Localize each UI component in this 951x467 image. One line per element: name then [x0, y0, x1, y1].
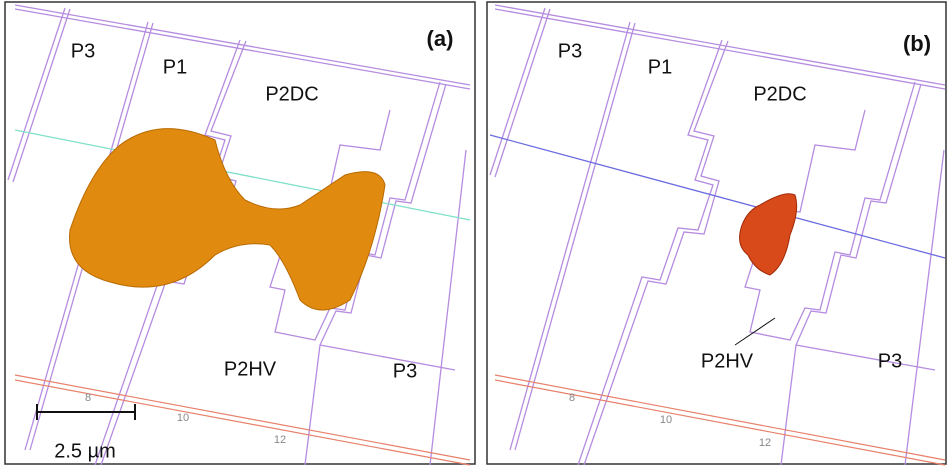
- region-label: P2HV: [701, 350, 754, 372]
- region-label: P3: [558, 40, 582, 62]
- region-label: P3: [393, 360, 417, 382]
- panel-b: (b) P3 P1 P2DC P2HV P3 8 10 12: [487, 2, 946, 465]
- region-label: P1: [648, 56, 672, 78]
- figure: (a) P3 P1 P2DC P2HV P3 8 10 12 2.5 µm (b…: [0, 0, 951, 467]
- region-label: P1: [163, 56, 187, 78]
- region-label: P2DC: [753, 83, 806, 105]
- region-label: P3: [878, 350, 902, 372]
- scale-bar-label: 2.5 µm: [54, 440, 116, 462]
- axis-tick: 12: [274, 434, 286, 446]
- panel-label: (a): [427, 26, 454, 51]
- axis-tick: 10: [660, 414, 672, 426]
- region-label: P3: [71, 40, 95, 62]
- axis-tick: 8: [85, 392, 91, 404]
- panel-label: (b): [903, 31, 931, 56]
- axis-tick: 12: [759, 437, 771, 449]
- panel-a: (a) P3 P1 P2DC P2HV P3 8 10 12 2.5 µm: [5, 2, 475, 465]
- region-label: P2DC: [265, 83, 318, 105]
- axis-tick: 10: [177, 412, 189, 424]
- axis-tick: 8: [569, 392, 575, 404]
- region-label: P2HV: [224, 358, 277, 380]
